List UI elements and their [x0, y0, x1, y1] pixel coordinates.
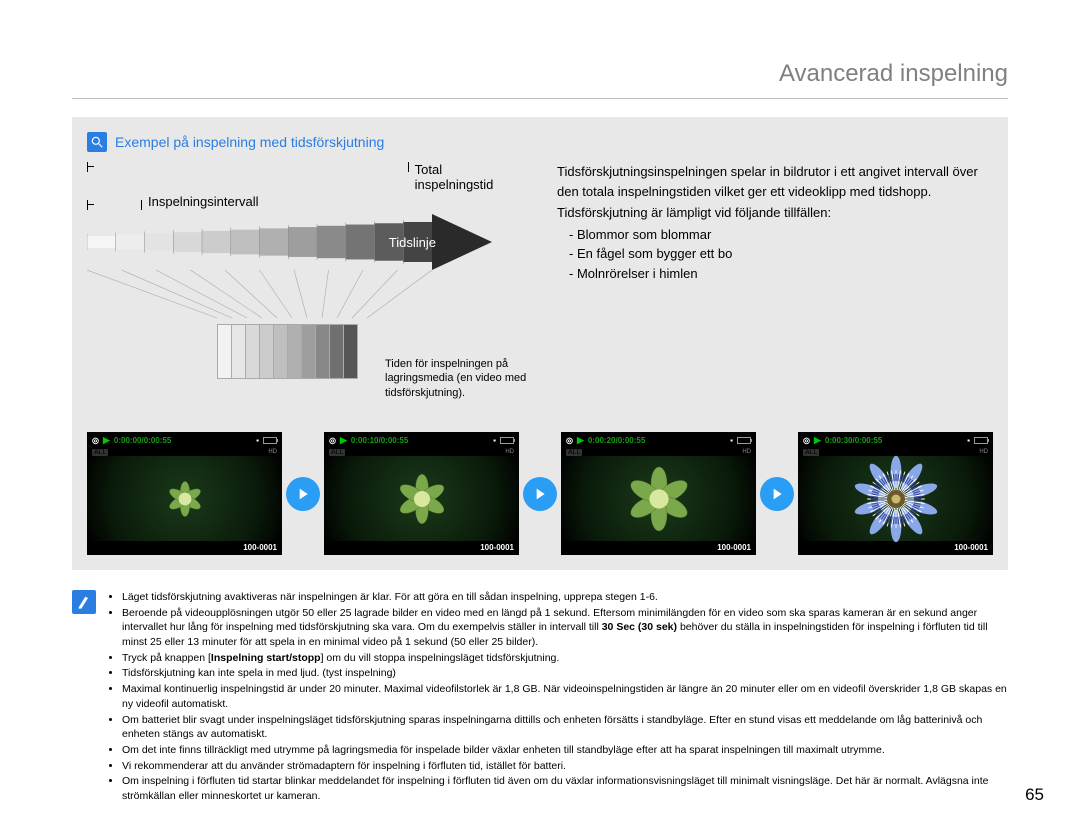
file-number: 100-0001 [87, 541, 282, 555]
mode-icon: ◎ [92, 436, 99, 445]
note-item: Tryck på knappen [Inspelning start/stopp… [122, 651, 1008, 666]
timestamp: 0:00:00/0:00:55 [114, 436, 171, 445]
battery-icon [263, 437, 277, 444]
thumbnail: ◎ ▶ 0:00:30/0:00:55 ▪ ALL HD 100-0001 [798, 432, 993, 555]
mode-icon: ◎ [803, 436, 810, 445]
note-item: Maximal kontinuerlig inspelningstid är u… [122, 682, 1008, 711]
mode-icon: ◎ [329, 436, 336, 445]
note-item: Om inspelning i förfluten tid startar bl… [122, 774, 1008, 803]
mode-icon: ◎ [566, 436, 573, 445]
thumb-image [798, 456, 993, 541]
description-text: Tidsförskjutningsinspelningen spelar in … [557, 162, 993, 412]
next-arrow-icon [286, 477, 320, 511]
battery-icon [737, 437, 751, 444]
notes-icon [72, 590, 96, 614]
desc-p1: Tidsförskjutningsinspelningen spelar in … [557, 162, 993, 201]
play-icon: ▶ [577, 435, 584, 446]
total-label: Total inspelningstid [415, 162, 517, 192]
all-badge: ALL [92, 449, 108, 456]
note-item: Om det inte finns tillräckligt med utrym… [122, 743, 1008, 758]
note-item: Vi rekommenderar att du använder strömad… [122, 759, 1008, 774]
example-panel: Exempel på inspelning med tidsförskjutni… [72, 117, 1008, 570]
page-title: Avancerad inspelning [72, 60, 1008, 88]
battery-icon [500, 437, 514, 444]
desc-p2: Tidsförskjutning är lämpligt vid följand… [557, 203, 993, 223]
next-arrow-icon [523, 477, 557, 511]
interval-label: Inspelningsintervall [148, 194, 259, 209]
hd-badge: HD [505, 449, 514, 456]
card-icon: ▪ [493, 436, 496, 445]
play-icon: ▶ [103, 435, 110, 446]
timestamp: 0:00:20/0:00:55 [588, 436, 645, 445]
next-arrow-icon [760, 477, 794, 511]
thumb-image [561, 456, 756, 541]
total-bracket [87, 162, 409, 172]
desc-item: Molnrörelser i himlen [569, 264, 993, 284]
note-item: Tidsförskjutning kan inte spela in med l… [122, 666, 1008, 681]
note-item: Om batteriet blir svagt under inspelning… [122, 713, 1008, 742]
section-title: Exempel på inspelning med tidsförskjutni… [115, 134, 384, 150]
notes-list: Läget tidsförskjutning avaktiveras när i… [106, 590, 1008, 805]
thumbnail: ◎ ▶ 0:00:10/0:00:55 ▪ ALL HD 100-0001 [324, 432, 519, 555]
magnifier-icon [87, 132, 107, 152]
timestamp: 0:00:10/0:00:55 [351, 436, 408, 445]
card-icon: ▪ [967, 436, 970, 445]
battery-icon [974, 437, 988, 444]
thumb-image [324, 456, 519, 541]
note-item: Beroende på videoupplösningen utgör 50 e… [122, 606, 1008, 650]
desc-item: Blommor som blommar [569, 225, 993, 245]
hd-badge: HD [268, 449, 277, 456]
thumbnail: ◎ ▶ 0:00:20/0:00:55 ▪ ALL HD 100-0001 [561, 432, 756, 555]
interval-bracket [87, 200, 142, 210]
all-badge: ALL [803, 449, 819, 456]
all-badge: ALL [329, 449, 345, 456]
desc-item: En fågel som bygger ett bo [569, 244, 993, 264]
page-number: 65 [1025, 785, 1044, 805]
storage-note: Tiden för inspelningen på lagringsmedia … [385, 357, 555, 400]
thumbnails-row: ◎ ▶ 0:00:00/0:00:55 ▪ ALL HD 100-0001 ◎ … [87, 432, 993, 555]
card-icon: ▪ [730, 436, 733, 445]
timeline-diagram: Total inspelningstid Inspelningsinterval… [87, 162, 537, 412]
hd-badge: HD [979, 449, 988, 456]
play-icon: ▶ [340, 435, 347, 446]
all-badge: ALL [566, 449, 582, 456]
file-number: 100-0001 [561, 541, 756, 555]
svg-text:Tidslinje: Tidslinje [389, 235, 436, 250]
note-item: Läget tidsförskjutning avaktiveras när i… [122, 590, 1008, 605]
card-icon: ▪ [256, 436, 259, 445]
divider [72, 98, 1008, 99]
thumbnail: ◎ ▶ 0:00:00/0:00:55 ▪ ALL HD 100-0001 [87, 432, 282, 555]
play-icon: ▶ [814, 435, 821, 446]
timestamp: 0:00:30/0:00:55 [825, 436, 882, 445]
file-number: 100-0001 [324, 541, 519, 555]
thumb-image [87, 456, 282, 541]
hd-badge: HD [742, 449, 751, 456]
